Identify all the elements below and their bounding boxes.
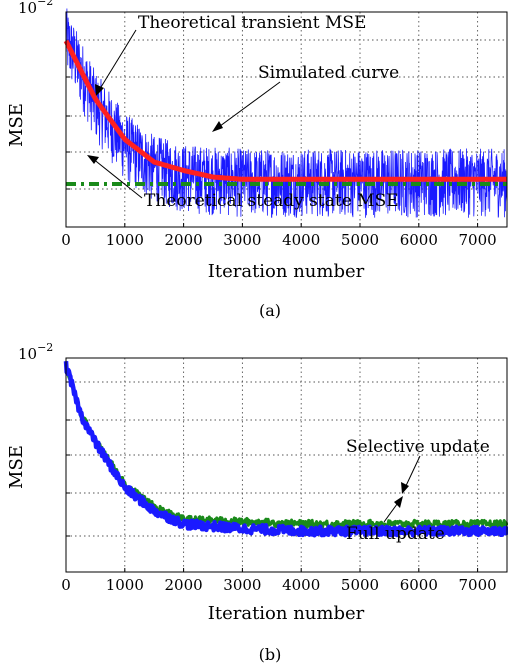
series-theoretical-transient	[63, 39, 507, 182]
x-label-a: Iteration number	[208, 261, 365, 282]
x-tick-label: 5000	[341, 231, 379, 249]
arrowhead-full-icon	[394, 496, 403, 508]
y-top-tick-a: 10−2	[18, 0, 53, 17]
annotation-transient: Theoretical transient MSE	[138, 13, 366, 33]
x-tick-label: 2000	[165, 576, 203, 594]
arrow-simulated	[215, 81, 281, 130]
x-tick-label: 1000	[106, 231, 144, 249]
x-tick-label: 0	[61, 576, 71, 594]
plot-frame-b	[65, 357, 508, 573]
arrow-transient	[97, 29, 137, 93]
y-label-b: MSE	[6, 445, 27, 489]
arrowhead-transient-icon	[95, 84, 104, 96]
series-a	[63, 8, 508, 218]
panel-label-a: (a)	[259, 301, 281, 320]
arrow-selective	[403, 455, 421, 491]
x-tick-label: 3000	[223, 576, 261, 594]
x-tick-label: 5000	[341, 576, 379, 594]
y-label-a: MSE	[6, 103, 27, 147]
annotation-simulated: Simulated curve	[258, 63, 399, 83]
x-tick-label: 2000	[165, 231, 203, 249]
x-tick-label: 3000	[223, 231, 261, 249]
annotation-selective: Selective update	[346, 437, 490, 457]
annotation-full: Full update	[346, 524, 445, 544]
arrow-steady	[91, 157, 143, 199]
panel-label-b: (b)	[259, 645, 282, 664]
x-tick-label: 7000	[459, 576, 497, 594]
x-tick-label: 7000	[459, 231, 497, 249]
y-top-tick-b: 10−2	[18, 341, 53, 363]
x-ticks-a: 0 1000 2000 3000 4000 5000 6000 7000	[61, 223, 497, 249]
x-label-b: Iteration number	[208, 603, 365, 624]
arrowhead-simulated-icon	[212, 121, 223, 132]
x-tick-label: 4000	[282, 576, 320, 594]
series-b	[63, 361, 508, 538]
series-simulated	[65, 8, 508, 218]
x-tick-label: 4000	[282, 231, 320, 249]
x-tick-label: 0	[61, 231, 71, 249]
x-tick-label: 6000	[400, 231, 438, 249]
panel-a: 0 1000 2000 3000 4000 5000 6000 7000 10−2 MSE I…	[6, 0, 508, 320]
x-ticks-b: 0 1000 2000 3000 4000 5000 6000 7000	[61, 568, 497, 594]
x-tick-label: 1000	[106, 576, 144, 594]
x-tick-label: 6000	[400, 576, 438, 594]
annotation-steady: Theoretical steady state MSE	[144, 191, 399, 211]
arrowhead-steady-icon	[87, 155, 99, 164]
plot-frame-a	[65, 11, 508, 228]
arrowhead-selective-icon	[401, 482, 409, 494]
series-full	[63, 361, 508, 538]
panel-b: 0 1000 2000 3000 4000 5000 6000 7000 10−2 MSE I…	[6, 341, 508, 664]
